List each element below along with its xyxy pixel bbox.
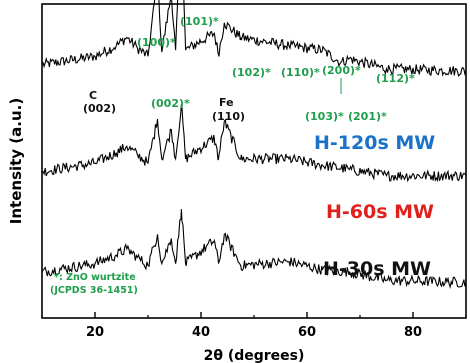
series-label-h120: H-120s MW <box>314 132 435 154</box>
series-line-1 <box>41 0 467 78</box>
peak-label-100: (100)* <box>137 36 176 49</box>
peak-label-carbon-002: (002) <box>83 102 116 115</box>
x-tick-label: 20 <box>86 325 104 340</box>
peak-label-201: (201)* <box>348 110 387 123</box>
peak-label-102: (102)* <box>232 66 271 79</box>
peak-label-002-zno: (002)* <box>151 97 190 110</box>
y-axis-label: Intensity (a.u.) <box>7 98 25 224</box>
peak-label-110: (110)* <box>281 66 320 79</box>
peak-label-200: (200)* <box>322 64 361 77</box>
footnote-line-1: *: ZnO wurtzite <box>54 272 136 283</box>
plot-frame <box>41 3 467 319</box>
peak-label-103: (103)* <box>305 110 344 123</box>
peak-label-101: (101)* <box>180 15 219 28</box>
series-line-3 <box>41 209 467 290</box>
series-label-h60: H-60s MW <box>326 201 434 223</box>
series-layer <box>41 0 467 290</box>
series-label-h30: H-30s MW <box>323 258 431 280</box>
x-tick-label: 80 <box>404 325 422 340</box>
footnote-line-2: (JCPDS 36-1451) <box>50 285 138 296</box>
peak-label-fe: Fe <box>219 96 234 109</box>
peak-label-112: (112)* <box>376 72 415 85</box>
series-line-2 <box>42 104 467 183</box>
x-tick-label: 40 <box>192 325 210 340</box>
x-tick-label: 60 <box>298 325 316 340</box>
x-axis-label: 2θ (degrees) <box>204 348 305 363</box>
x-axis-ticks: 20 40 60 80 <box>41 312 467 340</box>
peak-label-carbon: C <box>89 89 97 102</box>
peak-label-fe-110: (110) <box>212 110 245 123</box>
